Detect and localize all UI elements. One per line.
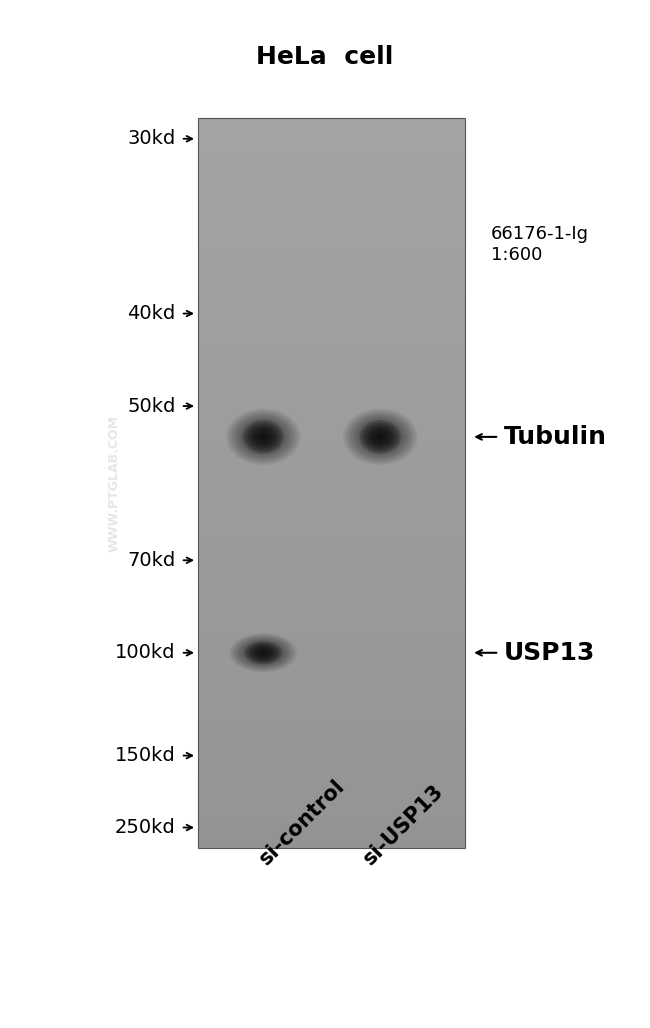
- Ellipse shape: [369, 429, 391, 445]
- Ellipse shape: [244, 642, 282, 663]
- Ellipse shape: [350, 414, 410, 460]
- Ellipse shape: [250, 427, 276, 447]
- Ellipse shape: [234, 636, 292, 669]
- Ellipse shape: [257, 433, 269, 441]
- Ellipse shape: [376, 434, 384, 440]
- Ellipse shape: [370, 429, 391, 445]
- Text: 250kd: 250kd: [115, 818, 176, 837]
- Ellipse shape: [261, 435, 266, 439]
- Ellipse shape: [358, 420, 403, 454]
- Text: Tubulin: Tubulin: [504, 425, 606, 449]
- Ellipse shape: [362, 423, 398, 451]
- Ellipse shape: [226, 409, 300, 465]
- Text: 150kd: 150kd: [115, 746, 176, 765]
- Ellipse shape: [367, 427, 393, 447]
- Ellipse shape: [261, 652, 266, 654]
- Ellipse shape: [227, 410, 299, 464]
- Ellipse shape: [248, 644, 279, 662]
- Ellipse shape: [245, 423, 281, 451]
- Ellipse shape: [259, 650, 268, 656]
- Ellipse shape: [248, 426, 278, 448]
- Ellipse shape: [253, 429, 274, 445]
- Ellipse shape: [233, 414, 293, 460]
- Ellipse shape: [261, 652, 265, 654]
- Ellipse shape: [252, 429, 274, 445]
- Ellipse shape: [365, 426, 395, 448]
- Ellipse shape: [229, 411, 297, 463]
- Bar: [198, 118, 465, 848]
- Ellipse shape: [229, 633, 298, 672]
- Ellipse shape: [242, 420, 284, 454]
- Ellipse shape: [239, 639, 287, 666]
- Text: 30kd: 30kd: [127, 130, 176, 148]
- Ellipse shape: [237, 417, 289, 456]
- Ellipse shape: [250, 645, 277, 661]
- Ellipse shape: [361, 423, 399, 451]
- Ellipse shape: [256, 649, 270, 657]
- Ellipse shape: [236, 637, 291, 668]
- Ellipse shape: [240, 420, 286, 454]
- Text: HeLa  cell: HeLa cell: [256, 44, 394, 69]
- Ellipse shape: [254, 647, 272, 659]
- Ellipse shape: [242, 641, 284, 664]
- Ellipse shape: [231, 634, 296, 671]
- Ellipse shape: [261, 436, 265, 438]
- Ellipse shape: [378, 435, 383, 439]
- Text: 100kd: 100kd: [115, 644, 176, 662]
- Ellipse shape: [352, 415, 408, 458]
- Ellipse shape: [378, 436, 382, 438]
- Ellipse shape: [359, 420, 401, 454]
- Ellipse shape: [348, 413, 412, 461]
- Text: 50kd: 50kd: [127, 397, 176, 415]
- Ellipse shape: [235, 415, 291, 458]
- Ellipse shape: [244, 423, 282, 451]
- Ellipse shape: [252, 646, 275, 660]
- Ellipse shape: [241, 640, 285, 665]
- Ellipse shape: [363, 425, 397, 449]
- Ellipse shape: [259, 434, 267, 440]
- Text: si-control: si-control: [255, 775, 349, 869]
- Ellipse shape: [258, 650, 268, 656]
- Ellipse shape: [253, 647, 274, 659]
- Text: si-USP13: si-USP13: [359, 780, 448, 869]
- Ellipse shape: [238, 638, 289, 667]
- Ellipse shape: [375, 433, 385, 441]
- Ellipse shape: [248, 425, 279, 449]
- Ellipse shape: [344, 410, 416, 464]
- Ellipse shape: [256, 649, 270, 657]
- Ellipse shape: [359, 421, 401, 452]
- Ellipse shape: [258, 433, 268, 441]
- Ellipse shape: [239, 418, 287, 455]
- Ellipse shape: [255, 648, 272, 658]
- Ellipse shape: [252, 646, 275, 660]
- Ellipse shape: [372, 431, 388, 443]
- Ellipse shape: [367, 427, 393, 447]
- Ellipse shape: [244, 641, 282, 664]
- Ellipse shape: [255, 431, 271, 443]
- Ellipse shape: [247, 642, 280, 663]
- Text: USP13: USP13: [504, 640, 595, 665]
- Ellipse shape: [371, 430, 389, 444]
- Ellipse shape: [242, 421, 284, 452]
- Ellipse shape: [233, 635, 294, 670]
- Ellipse shape: [250, 427, 276, 447]
- Ellipse shape: [231, 413, 295, 461]
- Ellipse shape: [260, 651, 266, 655]
- Ellipse shape: [254, 430, 272, 444]
- Ellipse shape: [249, 644, 278, 662]
- Text: 70kd: 70kd: [127, 551, 176, 570]
- Text: 40kd: 40kd: [127, 304, 176, 323]
- Ellipse shape: [373, 432, 387, 443]
- Ellipse shape: [346, 411, 414, 463]
- Ellipse shape: [356, 418, 404, 455]
- Ellipse shape: [256, 432, 271, 443]
- Ellipse shape: [246, 644, 280, 663]
- Ellipse shape: [246, 425, 280, 449]
- Ellipse shape: [343, 409, 417, 465]
- Text: WWW.PTGLAB.COM: WWW.PTGLAB.COM: [107, 414, 120, 552]
- Ellipse shape: [365, 425, 396, 449]
- Text: 66176-1-Ig
1:600: 66176-1-Ig 1:600: [491, 225, 589, 264]
- Ellipse shape: [354, 417, 406, 456]
- Ellipse shape: [374, 433, 386, 441]
